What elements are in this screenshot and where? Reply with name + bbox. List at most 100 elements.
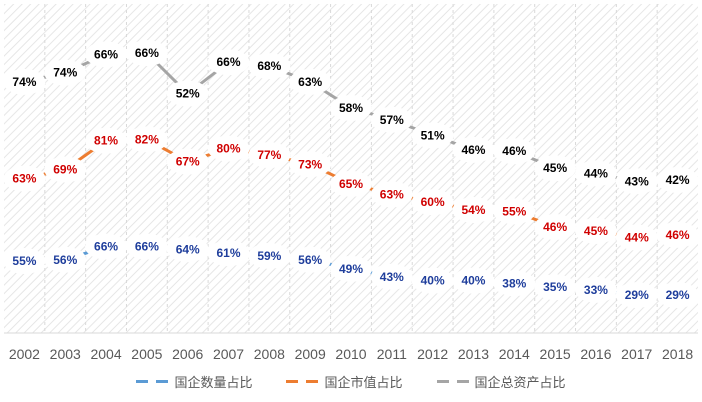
data-label: 65% xyxy=(339,177,363,191)
data-label-bg xyxy=(452,197,495,224)
data-label: 44% xyxy=(584,166,608,180)
data-label: 51% xyxy=(421,128,445,142)
data-label: 55% xyxy=(12,254,36,268)
data-label: 77% xyxy=(257,148,281,162)
data-label-bg xyxy=(44,59,87,86)
data-label: 46% xyxy=(543,220,567,234)
data-label-bg xyxy=(248,53,291,80)
data-label-bg xyxy=(330,170,372,197)
data-label: 33% xyxy=(584,283,608,297)
data-label-bg xyxy=(452,136,495,163)
data-label: 29% xyxy=(666,288,690,302)
data-label: 66% xyxy=(94,47,118,61)
data-label-bg xyxy=(85,233,128,260)
data-label-bg xyxy=(411,122,454,149)
data-label: 73% xyxy=(298,157,322,171)
legend-item[interactable]: 国企数量占比 xyxy=(136,372,252,391)
data-label: 63% xyxy=(380,187,404,201)
data-label-bg xyxy=(330,255,372,282)
data-label-bg xyxy=(370,181,413,208)
data-label-bg xyxy=(3,68,46,95)
data-label-bg xyxy=(615,224,658,251)
data-label: 63% xyxy=(298,75,322,89)
legend-label: 国企总资产占比 xyxy=(474,376,566,391)
legend-item[interactable]: 国企总资产占比 xyxy=(436,372,566,391)
legend-item[interactable]: 国企市值占比 xyxy=(286,372,403,391)
data-label-bg xyxy=(574,217,617,244)
data-label: 29% xyxy=(625,288,649,302)
x-tick-label: 2007 xyxy=(213,346,244,362)
data-labels: 55% 56% 66% 66% 64% 61% 59% 56% 49% 43% 40% 40% 38% 3… xyxy=(3,40,699,309)
data-label-bg xyxy=(85,127,128,154)
data-label-bg xyxy=(615,168,658,195)
data-label-bg xyxy=(207,49,250,76)
data-label-bg xyxy=(411,189,454,216)
data-label: 82% xyxy=(135,132,159,146)
data-label: 60% xyxy=(421,195,445,209)
gridlines xyxy=(44,4,658,333)
x-tick-label: 2005 xyxy=(131,346,162,362)
data-label-bg xyxy=(534,214,577,241)
data-label: 43% xyxy=(380,270,404,284)
data-label-bg xyxy=(248,142,291,169)
data-label-bg xyxy=(289,151,332,178)
data-label: 66% xyxy=(135,46,159,60)
data-label: 80% xyxy=(217,142,241,156)
x-tick-label: 2011 xyxy=(377,346,407,362)
data-label: 44% xyxy=(625,231,649,245)
data-label: 66% xyxy=(135,240,159,254)
data-label: 74% xyxy=(12,75,36,89)
data-label: 42% xyxy=(666,173,690,187)
data-label: 64% xyxy=(176,242,200,256)
data-label: 40% xyxy=(461,274,485,288)
x-tick-label: 2016 xyxy=(580,346,611,362)
x-tick-label: 2017 xyxy=(621,346,652,362)
data-label-bg xyxy=(534,274,577,301)
x-tick-label: 2013 xyxy=(458,346,489,362)
data-label-bg xyxy=(166,236,209,263)
data-label: 81% xyxy=(94,134,118,148)
data-label: 68% xyxy=(257,59,281,73)
data-label-bg xyxy=(656,282,699,309)
data-label: 67% xyxy=(176,155,200,169)
data-label: 55% xyxy=(502,204,526,218)
data-label: 46% xyxy=(502,144,526,158)
data-label-bg xyxy=(125,233,168,260)
data-label: 40% xyxy=(421,274,445,288)
data-label-bg xyxy=(330,95,372,122)
data-label: 43% xyxy=(625,174,649,188)
data-label: 63% xyxy=(12,172,36,186)
data-label-bg xyxy=(289,246,332,273)
data-label: 52% xyxy=(176,87,200,101)
data-label: 56% xyxy=(53,253,77,267)
x-tick-label: 2003 xyxy=(50,346,81,362)
data-label-bg xyxy=(370,106,413,133)
x-tick-label: 2018 xyxy=(662,346,693,362)
data-label: 56% xyxy=(298,253,322,267)
data-label: 49% xyxy=(339,262,363,276)
data-label: 46% xyxy=(666,228,690,242)
x-tick-label: 2006 xyxy=(172,346,203,362)
data-label: 74% xyxy=(53,66,77,80)
x-tick-label: 2012 xyxy=(417,346,448,362)
data-label: 45% xyxy=(543,161,567,175)
data-label-bg xyxy=(411,267,454,294)
data-label: 54% xyxy=(461,203,485,217)
data-label-bg xyxy=(574,160,617,187)
x-tick-label: 2004 xyxy=(90,346,121,362)
data-label: 38% xyxy=(502,276,526,290)
legend-swatch xyxy=(286,380,320,383)
legend-swatch xyxy=(136,380,170,383)
data-label-bg xyxy=(452,267,495,294)
legend-swatch xyxy=(436,380,471,383)
legend-label: 国企市值占比 xyxy=(324,376,403,391)
legend: 国企数量占比 国企市值占比 国企总资产占比 xyxy=(0,372,702,391)
data-label: 57% xyxy=(380,113,404,127)
data-label: 45% xyxy=(584,224,608,238)
data-label-bg xyxy=(615,282,658,309)
data-label-bg xyxy=(534,155,577,182)
data-label: 46% xyxy=(461,143,485,157)
x-tick-label: 2014 xyxy=(499,346,530,362)
data-label-bg xyxy=(207,135,250,162)
